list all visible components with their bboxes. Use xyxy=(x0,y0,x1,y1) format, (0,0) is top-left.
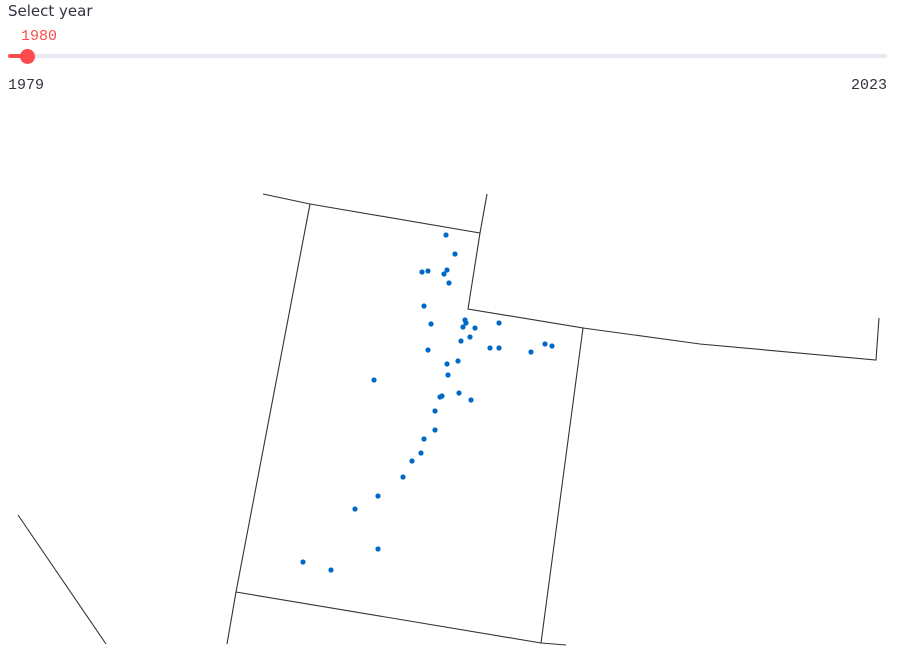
earthquake-point[interactable] xyxy=(496,320,502,326)
earthquake-point[interactable] xyxy=(375,493,381,499)
earthquake-point[interactable] xyxy=(432,427,438,433)
earthquake-point[interactable] xyxy=(352,506,358,512)
earthquake-point[interactable] xyxy=(432,408,438,414)
state-border xyxy=(17,514,107,645)
earthquake-point[interactable] xyxy=(460,324,466,330)
slider-track[interactable] xyxy=(8,54,887,58)
earthquake-point[interactable] xyxy=(371,377,377,383)
earthquake-point[interactable] xyxy=(452,251,458,257)
earthquake-point[interactable] xyxy=(375,546,381,552)
earthquake-point[interactable] xyxy=(456,390,462,396)
earthquake-point[interactable] xyxy=(425,268,431,274)
earthquake-point[interactable] xyxy=(421,436,427,442)
earthquake-point[interactable] xyxy=(455,358,461,364)
state-border xyxy=(262,193,488,234)
state-border xyxy=(467,232,584,644)
earthquake-point[interactable] xyxy=(472,325,478,331)
earthquake-point[interactable] xyxy=(428,321,434,327)
year-slider-widget: Select year 1980 1979 2023 xyxy=(0,0,902,100)
slider-fill xyxy=(8,54,28,58)
earthquake-point[interactable] xyxy=(445,372,451,378)
earthquake-point[interactable] xyxy=(468,397,474,403)
earthquake-point[interactable] xyxy=(496,345,502,351)
slider-thumb[interactable] xyxy=(20,49,35,64)
earthquake-point[interactable] xyxy=(443,232,449,238)
earthquake-point[interactable] xyxy=(487,345,493,351)
earthquake-point[interactable] xyxy=(441,271,447,277)
earthquake-points xyxy=(300,232,555,573)
slider-label: Select year xyxy=(8,2,93,20)
earthquake-point[interactable] xyxy=(444,267,450,273)
earthquake-point[interactable] xyxy=(400,474,406,480)
slider-current-value: 1980 xyxy=(21,28,58,45)
earthquake-point[interactable] xyxy=(409,458,415,464)
state-borders xyxy=(17,193,880,646)
state-border xyxy=(582,317,880,361)
earthquake-point[interactable] xyxy=(467,334,473,340)
earthquake-point[interactable] xyxy=(444,361,450,367)
earthquake-point[interactable] xyxy=(446,280,452,286)
state-border xyxy=(235,591,567,646)
slider-min-label: 1979 xyxy=(8,77,45,94)
earthquake-point[interactable] xyxy=(421,303,427,309)
earthquake-point[interactable] xyxy=(437,394,443,400)
slider-max-label: 2023 xyxy=(850,77,887,94)
earthquake-point[interactable] xyxy=(542,341,548,347)
state-border xyxy=(226,203,311,645)
earthquake-point[interactable] xyxy=(300,559,306,565)
earthquake-point[interactable] xyxy=(419,269,425,275)
earthquake-point[interactable] xyxy=(528,349,534,355)
earthquake-point[interactable] xyxy=(463,320,469,326)
earthquake-point[interactable] xyxy=(328,567,334,573)
earthquake-point[interactable] xyxy=(549,343,555,349)
earthquake-point[interactable] xyxy=(458,338,464,344)
earthquake-point[interactable] xyxy=(418,450,424,456)
earthquake-point[interactable] xyxy=(425,347,431,353)
